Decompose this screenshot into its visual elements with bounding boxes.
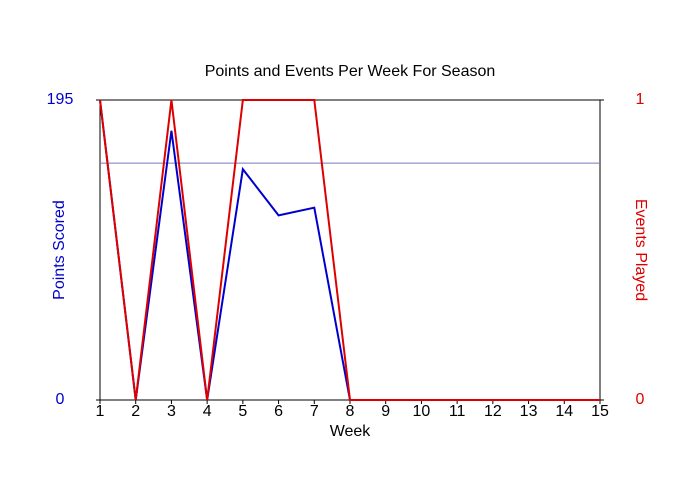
y2-axis-label: Events Played	[632, 199, 649, 301]
x-tick-label: 10	[413, 403, 431, 420]
x-tick-label: 3	[167, 403, 176, 420]
x-tick-label: 8	[346, 403, 355, 420]
x-tick-label: 2	[131, 403, 140, 420]
y2-tick-label: 1	[636, 91, 645, 108]
x-tick-label: 5	[238, 403, 247, 420]
x-tick-label: 14	[555, 403, 573, 420]
x-tick-label: 4	[203, 403, 212, 420]
series-line	[99, 99, 600, 401]
x-tick-label: 13	[520, 403, 538, 420]
x-axis-label: Week	[330, 423, 372, 440]
x-tick-label: 15	[591, 403, 609, 420]
y-axis-label: Points Scored	[51, 200, 68, 300]
y-tick-label: 0	[56, 391, 65, 408]
x-tick-label: 11	[449, 403, 466, 420]
x-tick-label: 12	[484, 403, 502, 420]
chart-title: Points and Events Per Week For Season	[205, 63, 496, 80]
x-tick-label: 7	[310, 403, 319, 420]
x-tick-label: 9	[381, 403, 390, 420]
x-tick-label: 1	[96, 403, 105, 420]
y2-tick-label: 0	[636, 391, 645, 408]
y-tick-label: 195	[47, 91, 74, 108]
x-tick-label: 6	[274, 403, 283, 420]
